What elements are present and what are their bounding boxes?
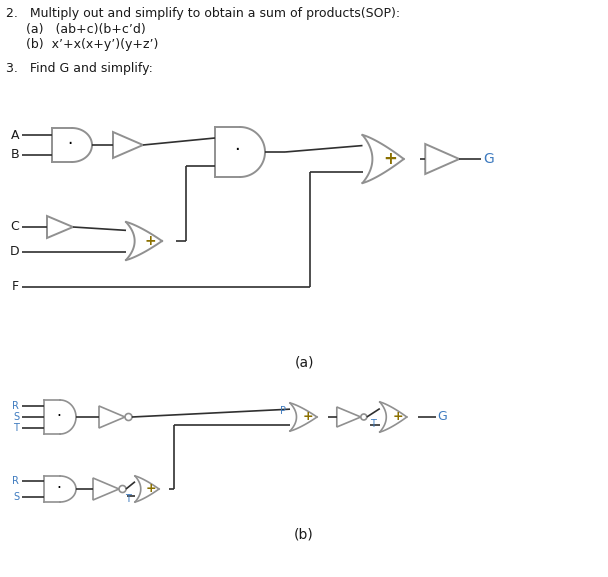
Text: 3.   Find G and simplify:: 3. Find G and simplify: [6, 62, 153, 75]
Text: F: F [12, 280, 19, 294]
Text: +: + [146, 482, 156, 496]
Text: +: + [144, 234, 156, 248]
Text: ·: · [67, 135, 72, 153]
Text: G: G [483, 152, 494, 166]
Circle shape [119, 485, 126, 493]
Text: ·: · [234, 141, 240, 159]
Text: 2.   Multiply out and simplify to obtain a sum of products(SOP):: 2. Multiply out and simplify to obtain a… [6, 7, 400, 20]
Text: T: T [13, 423, 19, 433]
Text: ·: · [57, 481, 61, 496]
Circle shape [361, 414, 367, 420]
Text: D: D [9, 245, 19, 258]
Circle shape [125, 414, 132, 421]
Text: ·: · [57, 409, 61, 424]
Text: S: S [13, 492, 19, 502]
Text: R: R [12, 401, 19, 411]
Text: T: T [370, 419, 376, 429]
Text: +: + [393, 410, 403, 424]
Text: P: P [280, 406, 286, 416]
Text: C: C [10, 220, 19, 234]
Text: (a): (a) [294, 355, 314, 369]
Text: S: S [13, 412, 19, 422]
Text: (b)  x’+x(x+y’)(y+z’): (b) x’+x(x+y’)(y+z’) [6, 38, 158, 51]
Text: +: + [303, 410, 313, 424]
Text: (a)   (ab+c)(b+c’d): (a) (ab+c)(b+c’d) [6, 23, 146, 36]
Text: G: G [438, 410, 447, 424]
Text: B: B [10, 148, 19, 161]
Text: T: T [125, 494, 131, 504]
Text: (b): (b) [294, 528, 314, 542]
Text: +: + [383, 150, 397, 168]
Text: R: R [12, 476, 19, 486]
Text: A: A [10, 129, 19, 142]
